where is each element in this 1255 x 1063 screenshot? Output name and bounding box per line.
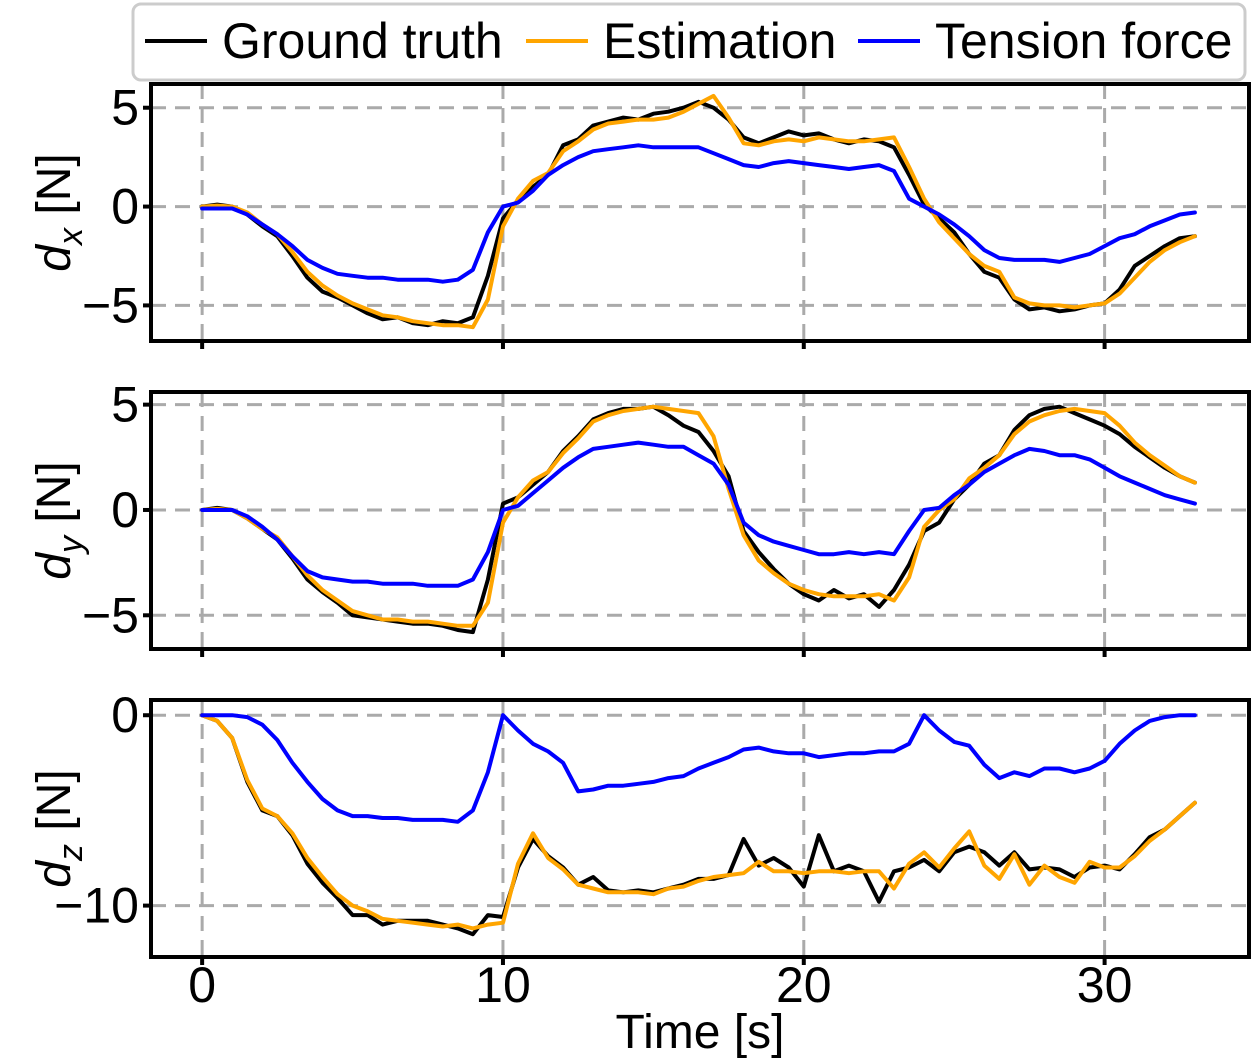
y-label-unit-text-dy: [N] <box>28 461 81 522</box>
y-tick-label-dy-2: −5 <box>82 587 139 643</box>
series-group-dy <box>200 404 1197 635</box>
y-label-subscript-dx: x <box>52 227 90 247</box>
series-line-dy-ground-truth <box>200 404 1197 635</box>
y-tick-label-dy-1: 0 <box>111 482 139 538</box>
x-tick-label-0: 0 <box>188 957 216 1013</box>
y-label-unit-dz <box>28 831 81 844</box>
y-axis-label-dx: dx [N] <box>28 153 90 271</box>
y-tick-label-dx-0: 5 <box>111 80 139 136</box>
axes-frame-dx <box>149 82 1251 343</box>
y-axis-label-dy: dy [N] <box>28 461 90 579</box>
series-line-dx-estimation <box>200 93 1197 330</box>
series-line-dx-ground-truth <box>200 99 1197 328</box>
x-tick-label-3: 30 <box>1077 957 1133 1013</box>
x-axis-label: Time [s] <box>616 1006 785 1059</box>
axes-frame-dy <box>149 390 1251 651</box>
y-tick-label-dz-1: −10 <box>54 878 139 934</box>
legend-label-tension-force: Tension force <box>935 13 1232 69</box>
y-label-unit-dy <box>28 523 81 536</box>
y-tick-label-dx-1: 0 <box>111 179 139 235</box>
legend-label-ground-truth: Ground truth <box>222 13 503 69</box>
series-line-dz-tension-force <box>200 713 1197 824</box>
series-line-dx-tension-force <box>200 143 1197 284</box>
y-label-unit-text-dz: [N] <box>28 769 81 830</box>
y-label-symbol-dy: d <box>28 552 81 580</box>
y-label-symbol-dx: d <box>28 244 81 272</box>
series-line-dy-tension-force <box>200 440 1197 588</box>
axes-frame-dz <box>149 698 1251 959</box>
series-line-dz-ground-truth <box>200 713 1197 937</box>
y-axis-label-dz: dz [N] <box>28 769 90 887</box>
y-label-unit-text-dx: [N] <box>28 153 81 214</box>
y-tick-label-dz-0: 0 <box>111 687 139 743</box>
y-label-symbol-dz: d <box>28 860 81 888</box>
subplot-dy: 50−5dy [N] <box>28 377 1251 657</box>
y-label-subscript-dy: y <box>52 534 90 555</box>
y-label-subscript-dz: z <box>52 844 90 862</box>
legend-frame <box>131 2 1247 82</box>
x-tick-label-1: 10 <box>475 957 531 1013</box>
y-tick-label-dy-0: 5 <box>111 377 139 433</box>
y-tick-label-dx-2: −5 <box>82 277 139 333</box>
legend-label-estimation: Estimation <box>603 13 836 69</box>
x-tick-label-2: 20 <box>776 957 832 1013</box>
series-line-dy-estimation <box>200 404 1197 628</box>
series-group-dz <box>200 713 1197 937</box>
series-group-dx <box>200 93 1197 330</box>
y-label-unit-dx <box>28 215 81 228</box>
subplot-dx: 50−5dx [N] <box>28 80 1251 349</box>
legend: Ground truth Estimation Tension force <box>131 2 1247 82</box>
series-line-dz-estimation <box>200 713 1197 931</box>
